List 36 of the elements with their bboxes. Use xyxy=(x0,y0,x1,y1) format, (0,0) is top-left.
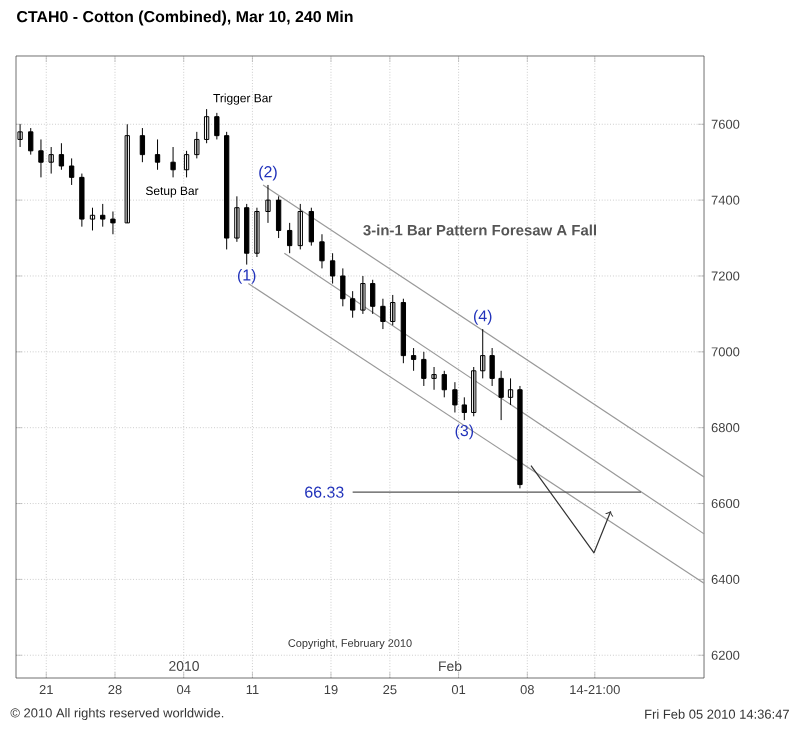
candlestick xyxy=(349,290,356,319)
candlestick xyxy=(154,138,161,171)
candlestick xyxy=(431,366,437,391)
candlestick xyxy=(58,142,65,171)
candlestick xyxy=(79,173,85,228)
candlestick xyxy=(89,207,96,231)
candlestick xyxy=(441,370,447,398)
candlestick xyxy=(421,351,427,387)
candlestick xyxy=(124,123,130,224)
candlestick xyxy=(507,377,514,406)
candlestick xyxy=(170,146,176,178)
candlestick xyxy=(265,184,271,224)
candlestick xyxy=(100,203,106,228)
candlestick xyxy=(390,294,396,326)
candlestick xyxy=(254,207,260,258)
candlestick xyxy=(28,127,34,156)
candlestick xyxy=(319,233,325,269)
candlestick xyxy=(214,112,220,140)
candlestick xyxy=(68,157,75,186)
candlestick xyxy=(360,275,366,315)
candlestick xyxy=(370,279,376,315)
candlestick xyxy=(410,347,417,372)
candlestick xyxy=(380,298,386,330)
candlestick xyxy=(329,252,336,285)
candlestick xyxy=(452,381,458,414)
candlestick xyxy=(17,123,23,148)
candlestick xyxy=(244,203,250,266)
candlestick xyxy=(234,195,240,243)
candlestick xyxy=(38,138,44,178)
candlestick xyxy=(110,211,116,235)
candlestick xyxy=(194,131,200,159)
candlestick xyxy=(297,203,303,250)
candlestick xyxy=(461,396,467,421)
candlestick xyxy=(340,267,346,307)
candlestick xyxy=(48,146,54,175)
candlestick xyxy=(517,385,523,489)
